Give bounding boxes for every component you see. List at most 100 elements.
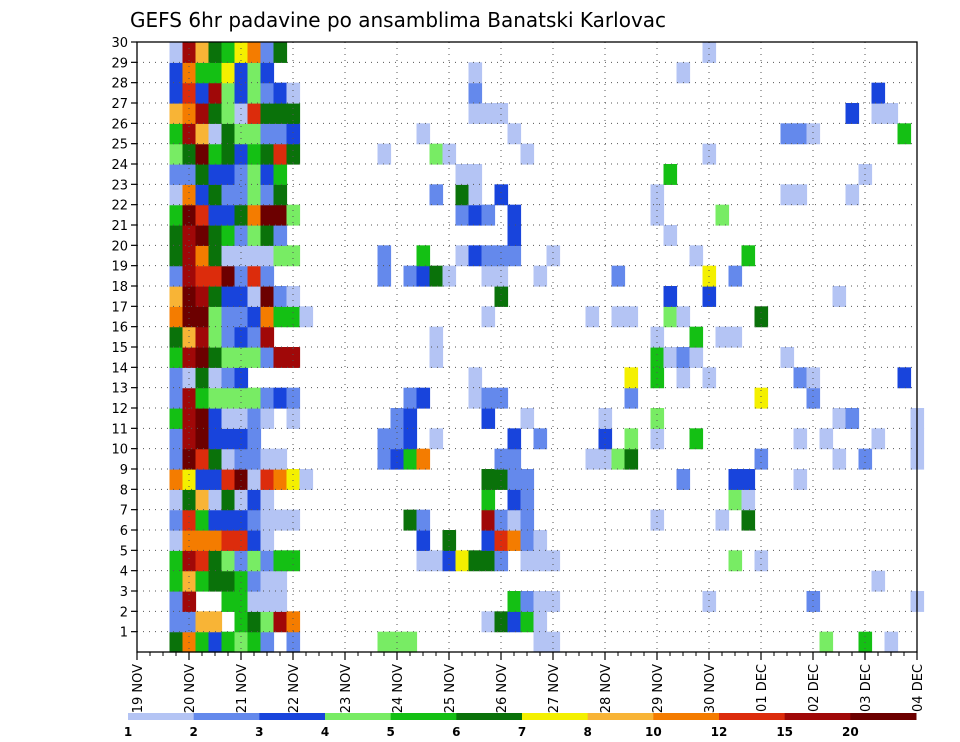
colorbar-label: 7 — [518, 725, 526, 739]
precip-cell — [377, 448, 392, 470]
precip-cell — [624, 428, 639, 450]
precip-cell — [221, 489, 236, 511]
precip-cell — [845, 103, 860, 124]
precip-cell — [377, 265, 392, 287]
precip-cell — [260, 509, 275, 531]
colorbar-label: 12 — [711, 725, 728, 739]
precip-cell — [260, 225, 275, 246]
precip-cell — [208, 62, 223, 84]
precip-cell — [819, 428, 834, 450]
precip-cell — [416, 550, 431, 572]
precip-cell — [377, 631, 392, 653]
precip-cell — [650, 367, 665, 389]
precip-cell — [221, 62, 236, 84]
precip-cell — [247, 509, 262, 531]
precip-cell — [793, 123, 808, 145]
precip-cell — [221, 347, 236, 368]
precip-cell — [221, 164, 236, 185]
precip-cell — [208, 428, 223, 450]
precip-cell — [585, 448, 600, 470]
precip-cell — [702, 42, 717, 63]
precip-cell — [208, 347, 223, 368]
precip-cell — [260, 164, 275, 185]
precip-cell — [650, 326, 665, 348]
precip-cell — [715, 204, 730, 226]
precip-cell — [273, 550, 288, 572]
precip-cell — [689, 245, 704, 267]
chart-title: GEFS 6hr padavine po ansamblima Banatski… — [130, 8, 666, 32]
precip-cell — [260, 42, 275, 63]
x-tick-label: 19 NOV — [131, 664, 146, 713]
precip-cell — [793, 367, 808, 389]
precip-cell — [741, 469, 756, 490]
precip-cell — [169, 326, 184, 348]
precip-cell — [195, 245, 210, 267]
precip-cell — [234, 367, 249, 389]
precip-cell — [247, 184, 262, 206]
colorbar-swatch — [325, 713, 392, 720]
precip-cell — [533, 611, 548, 633]
colorbar-label: 20 — [842, 725, 859, 739]
precip-cell — [247, 469, 262, 490]
precip-cell — [494, 184, 509, 206]
precip-cell — [247, 428, 262, 450]
precip-cell — [273, 225, 288, 246]
precip-cell — [182, 82, 197, 104]
precip-cell — [234, 469, 249, 490]
precip-cell — [481, 408, 496, 429]
precip-cell — [247, 387, 262, 409]
precip-cell — [221, 82, 236, 104]
precip-cell — [884, 631, 899, 653]
precip-cell — [468, 103, 483, 124]
y-tick-label: 11 — [111, 422, 128, 437]
precip-cell — [182, 204, 197, 226]
precip-cell — [234, 448, 249, 470]
precip-cell — [234, 103, 249, 124]
precip-cell — [273, 82, 288, 104]
y-tick-label: 30 — [111, 36, 128, 51]
precip-cell — [260, 204, 275, 226]
precip-cell — [455, 550, 470, 572]
precip-cell — [507, 428, 522, 450]
precip-cell — [195, 448, 210, 470]
precip-cell — [195, 62, 210, 84]
precip-cell — [234, 286, 249, 307]
precip-cell — [195, 123, 210, 145]
precip-cell — [780, 347, 795, 368]
precip-cell — [234, 550, 249, 572]
precip-cell — [221, 509, 236, 531]
precip-cell — [286, 245, 301, 267]
precip-cell — [650, 184, 665, 206]
precip-cell — [182, 103, 197, 124]
precip-cell — [182, 448, 197, 470]
precip-cell — [182, 367, 197, 389]
precip-cell — [403, 265, 418, 287]
precip-cell — [208, 367, 223, 389]
x-tick-label: 30 NOV — [703, 664, 718, 713]
precip-cell — [533, 265, 548, 287]
precip-cell — [598, 448, 613, 470]
y-tick-label: 21 — [111, 219, 128, 234]
precip-cell — [195, 265, 210, 287]
precip-cell — [195, 489, 210, 511]
precip-cell — [169, 184, 184, 206]
y-tick-label: 14 — [111, 361, 128, 376]
precip-cell — [169, 82, 184, 104]
precip-cell — [234, 306, 249, 328]
precip-cell — [468, 184, 483, 206]
precip-cell — [195, 306, 210, 328]
precip-cell — [793, 428, 808, 450]
precip-cell — [416, 387, 431, 409]
precip-cell — [221, 530, 236, 551]
y-tick-label: 4 — [120, 565, 128, 580]
y-tick-label: 9 — [120, 463, 128, 478]
colorbar-swatch — [784, 713, 851, 720]
precip-cell — [741, 489, 756, 511]
precip-cell — [169, 631, 184, 653]
precip-cell — [806, 367, 821, 389]
precip-cell — [754, 448, 769, 470]
precip-cell — [169, 428, 184, 450]
precip-cell — [247, 62, 262, 84]
precip-cell — [780, 123, 795, 145]
precip-cell — [195, 184, 210, 206]
